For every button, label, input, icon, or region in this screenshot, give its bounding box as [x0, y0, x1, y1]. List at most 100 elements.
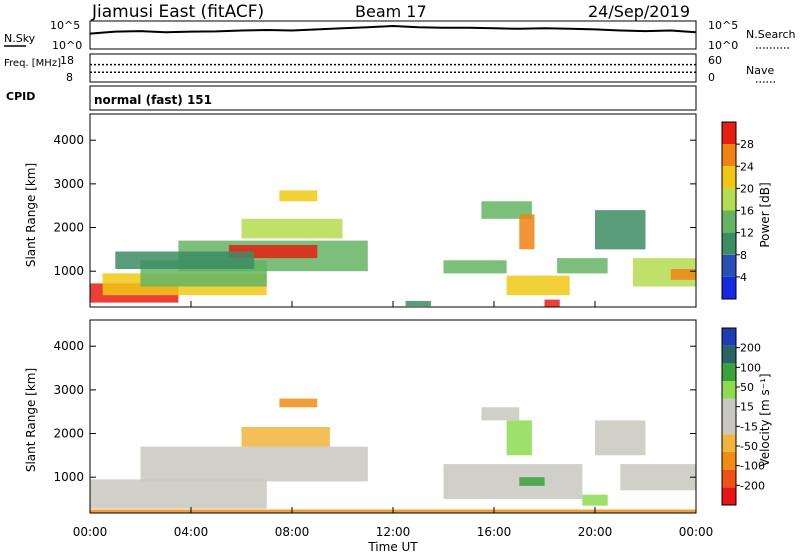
power-panel: 1000 2000 3000 4000 Slant Range [km] 4 8 12 16… — [24, 113, 772, 308]
x-tick-label: 00:00 — [73, 525, 108, 539]
power-colorbar-label: Power [dB] — [758, 182, 772, 247]
colorbar-tick-label: 24 — [740, 160, 754, 173]
cpid-label: CPID — [6, 90, 35, 103]
velocity-colorbar-segment — [722, 345, 736, 364]
y-tick-label: 3000 — [53, 383, 84, 397]
x-tick-label: 20:00 — [578, 525, 613, 539]
velocity-colorbar-segment — [722, 381, 736, 399]
velocity-region-1 — [140, 446, 368, 482]
power-colorbar-segment — [722, 210, 736, 233]
freq-right-label: Nave — [746, 64, 774, 77]
y-tick-label: 1000 — [53, 470, 84, 484]
power-colorbar-segment — [722, 276, 736, 299]
power-region-9 — [481, 201, 532, 219]
noise-sky-line — [89, 24, 697, 35]
y-tick-label: 4000 — [53, 133, 84, 147]
freq-right-tick-bottom: 0 — [708, 71, 715, 84]
colorbar-tick-label: 4 — [740, 271, 747, 284]
power-heatmap-cells — [90, 190, 697, 307]
velocity-region-2 — [241, 427, 330, 447]
velocity-region-7 — [582, 494, 608, 506]
velocity-colorbar-segment — [722, 451, 736, 470]
power-region-10 — [519, 214, 535, 250]
velocity-region-10 — [481, 407, 520, 421]
power-colorbar-segment — [722, 166, 736, 189]
noise-right-tick-top: 10^5 — [708, 19, 738, 32]
colorbar-tick-label: -50 — [740, 440, 758, 453]
date-title: 24/Sep/2019 — [588, 2, 690, 21]
colorbar-tick-label: -100 — [740, 460, 765, 473]
power-region-5 — [241, 218, 343, 239]
velocity-colorbar-segment — [722, 363, 736, 382]
x-tick-label: 16:00 — [477, 525, 512, 539]
velocity-colorbar-segment — [722, 416, 736, 435]
power-region-6 — [279, 190, 318, 202]
velocity-colorbar-segment — [722, 487, 736, 505]
power-y-ticks: 1000 2000 3000 4000 — [53, 133, 696, 278]
power-region-16 — [670, 269, 697, 280]
power-region-12 — [544, 299, 560, 307]
beam-title: Beam 17 — [355, 2, 427, 21]
freq-label: Freq. [MHz] — [4, 58, 61, 69]
station-title: Jiamusi East (fitACF) — [91, 2, 264, 22]
velocity-colorbar-segment — [722, 328, 736, 346]
x-tick-label: 08:00 — [275, 525, 310, 539]
freq-left-tick-bottom: 8 — [66, 71, 73, 84]
velocity-colorbar: -200 -100 -50 -15 15 50 100 200 — [721, 327, 765, 506]
velocity-region-6 — [519, 477, 545, 486]
power-region-15 — [557, 258, 608, 274]
colorbar-tick-label: 12 — [740, 227, 754, 240]
noise-right-label: N.Search — [746, 28, 796, 41]
x-tick-label: 00:00 — [679, 525, 714, 539]
velocity-region-5 — [506, 420, 532, 456]
power-colorbar: 4 8 12 16 20 24 28 — [721, 121, 754, 300]
velocity-xlabel: Time UT — [367, 540, 418, 554]
colorbar-tick-label: 200 — [740, 342, 761, 355]
power-ylabel: Slant Range [km] — [24, 163, 38, 267]
velocity-colorbar-segment — [722, 469, 736, 488]
noise-right-tick-bottom: 10^0 — [708, 39, 738, 52]
velocity-colorbar-segment — [722, 398, 736, 417]
freq-right-tick-top: 60 — [708, 54, 722, 67]
power-colorbar-segment — [722, 144, 736, 167]
power-region-8 — [443, 260, 507, 274]
colorbar-tick-label: 28 — [740, 138, 754, 151]
velocity-y-ticks: 1000 2000 3000 4000 — [53, 339, 696, 484]
colorbar-tick-label: 20 — [740, 182, 754, 195]
power-region-14 — [595, 210, 646, 250]
frequency-panel: Freq. [MHz] 18 8 Nave 60 0 — [4, 53, 776, 84]
power-region-7 — [115, 251, 255, 269]
y-tick-label: 4000 — [53, 339, 84, 353]
velocity-x-ticks: 00:00 04:00 08:00 12:00 16:00 20:00 00:00 — [73, 301, 714, 539]
velocity-region-3 — [279, 398, 318, 408]
power-colorbar-segment — [722, 188, 736, 211]
cpid-panel: CPID normal (fast) 151 — [6, 85, 697, 111]
colorbar-tick-label: 100 — [740, 361, 761, 374]
colorbar-tick-label: -200 — [740, 479, 765, 492]
y-tick-label: 2000 — [53, 221, 84, 235]
velocity-heatmap-cells — [90, 398, 697, 513]
noise-left-tick-bottom: 10^0 — [52, 39, 82, 52]
colorbar-tick-label: -15 — [740, 420, 758, 433]
power-colorbar-segment — [722, 254, 736, 277]
velocity-region-0 — [90, 479, 267, 509]
colorbar-tick-label: 16 — [740, 205, 754, 218]
velocity-colorbar-label: Velocity [m s⁻¹] — [758, 373, 772, 466]
velocity-panel: 1000 2000 3000 4000 Slant Range [km] -200 -1… — [24, 301, 772, 554]
noise-panel: N.Sky 10^5 10^0 N.Search 10^5 10^0 — [4, 19, 796, 52]
x-tick-label: 12:00 — [376, 525, 411, 539]
noise-left-label: N.Sky — [4, 32, 36, 45]
colorbar-tick-label: 50 — [740, 381, 754, 394]
velocity-ylabel: Slant Range [km] — [24, 368, 38, 472]
y-tick-label: 2000 — [53, 427, 84, 441]
velocity-colorbar-segment — [722, 434, 736, 452]
x-tick-label: 04:00 — [174, 525, 209, 539]
y-tick-label: 3000 — [53, 177, 84, 191]
power-colorbar-segment — [722, 232, 736, 255]
velocity-region-4 — [443, 464, 583, 499]
colorbar-tick-label: 8 — [740, 249, 747, 262]
noise-left-tick-top: 10^5 — [50, 19, 80, 32]
colorbar-tick-label: 15 — [740, 401, 754, 414]
velocity-colorbar-frame — [721, 327, 737, 506]
